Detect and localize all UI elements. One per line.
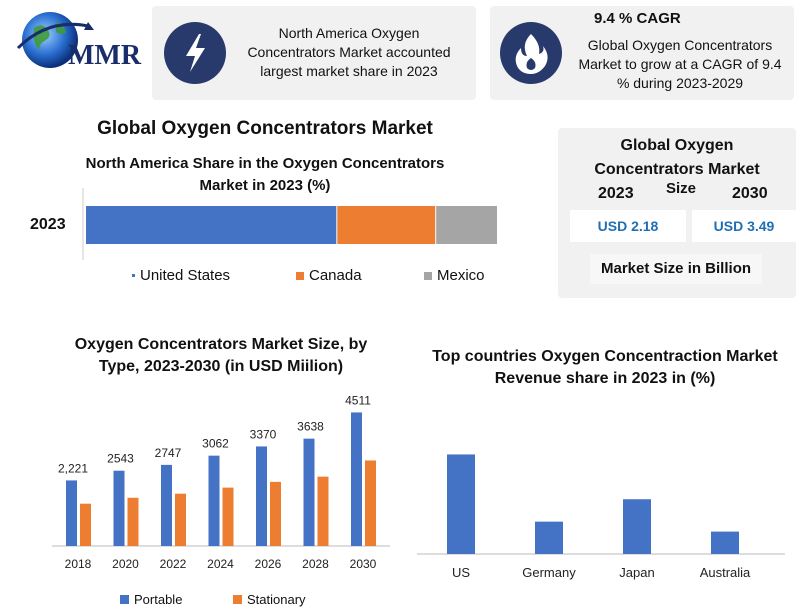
type-bar-stationary [317,476,329,546]
size-box-value-start: USD 2.18 [570,210,686,242]
type-total-label: 2543 [107,452,134,466]
legend-united-states: United States [132,267,230,284]
type-x-tick: 2028 [302,557,329,571]
type-total-label: 3370 [250,427,277,441]
country-bar-japan [623,499,651,554]
type-x-tick: 2030 [350,557,377,571]
type-total-label: 4511 [345,393,371,407]
legend-stationary: Stationary [233,592,306,607]
type-bar-portable [303,438,315,546]
info-card-text: Global Oxygen Concentrators Market to gr… [578,37,782,91]
type-x-tick: 2018 [65,557,92,571]
legend-label: Mexico [437,267,485,284]
logo-text: MMR [68,40,142,71]
lightning-icon [164,22,226,84]
info-card-cagr: 9.4 % CAGR Global Oxygen Concentrators M… [490,6,794,100]
share-subtitle: North America Share in the Oxygen Concen… [85,155,445,194]
type-total-label: 3062 [202,437,229,451]
country-bar-australia [711,531,739,554]
size-box-footer: Market Size in Billion [590,254,762,284]
legend-label: Portable [134,592,183,607]
type-bar-portable [66,480,77,546]
info-card-text: North America Oxygen Concentrators Marke… [247,25,451,79]
type-bar-chart: 2,221 2018 2543 2020 2747 2022 3062 2024 3370 202… [52,393,390,571]
legend-canada: Canada [296,267,362,284]
type-bar-portable [351,412,362,546]
size-box-year-start: 2023 [598,185,634,202]
type-x-tick: 2024 [207,557,234,571]
size-box-year-end: 2030 [732,185,768,202]
type-bar-portable [113,470,125,546]
type-chart-title: Oxygen Concentrators Market Size, by Typ… [74,336,368,375]
legend-swatch-us [132,274,135,277]
type-bar-stationary [270,481,281,546]
type-x-tick: 2026 [255,557,282,571]
share-segment-canada [337,206,436,244]
legend-label: United States [140,267,231,284]
share-segment-united-states [86,206,337,244]
legend-swatch-canada [296,271,304,280]
country-bar-us [447,454,475,554]
share-stacked-bar-chart [82,188,497,260]
type-bar-stationary [365,460,376,546]
legend-swatch-mexico [424,271,432,280]
country-bar-germany [535,521,563,554]
type-bar-portable [161,464,172,546]
type-bar-stationary [222,487,234,546]
flame-icon [500,22,562,84]
type-total-label: 3638 [297,420,324,434]
country-x-tick: US [452,565,470,580]
logo: MMR [8,8,158,73]
country-chart-title: Top countries Oxygen Concentraction Mark… [432,348,778,387]
type-x-tick: 2020 [112,557,139,571]
type-bar-portable [256,446,267,546]
legend-label: Canada [309,267,362,284]
country-x-tick: Germany [522,565,576,580]
size-box-size-label: Size [666,180,697,197]
share-row-label: 2023 [30,216,66,233]
type-total-label: 2,221 [58,461,88,475]
globe-icon [16,12,94,68]
share-segment-mexico [436,206,497,244]
cagr-title: 9.4 % CAGR [594,10,681,27]
info-card-north-america: North America Oxygen Concentrators Marke… [152,6,476,100]
type-total-label: 2747 [155,446,182,460]
size-box-value-end: USD 3.49 [692,210,796,242]
country-x-tick: Japan [619,565,654,580]
legend-label: Stationary [247,592,306,607]
market-size-box: Global Oxygen Concentrators Market 2023 … [558,128,796,298]
type-bar-stationary [80,503,91,546]
size-box-title: Global Oxygen Concentrators Market [594,137,760,178]
type-bar-stationary [175,493,186,546]
legend-mexico: Mexico [424,267,485,284]
legend-portable: Portable [120,592,182,607]
country-bar-chart: US Germany Japan Australia [417,454,785,580]
type-x-tick: 2022 [160,557,187,571]
country-x-tick: Australia [700,565,751,580]
type-bar-portable [208,455,220,546]
share-heading: Global Oxygen Concentrators Market [97,118,433,139]
type-bar-stationary [127,497,139,546]
legend-swatch-stationary [233,595,242,604]
legend-swatch-portable [120,595,129,604]
